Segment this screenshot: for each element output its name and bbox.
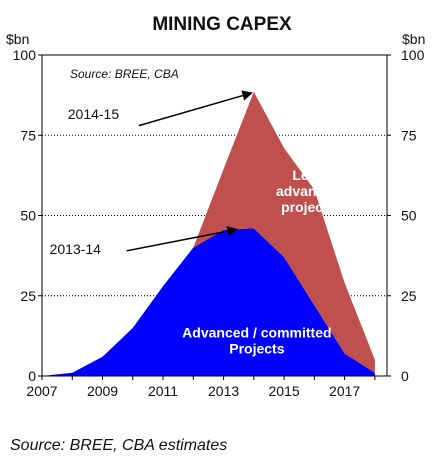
series-areas bbox=[42, 91, 375, 377]
y-right-tick-label-0: 0 bbox=[401, 368, 409, 384]
x-tick-label-2017: 2017 bbox=[329, 383, 360, 399]
x-tick-label-2009: 2009 bbox=[87, 383, 118, 399]
y-axis-right: 0 25 50 75 100 bbox=[387, 47, 425, 384]
series-label-1: Advanced / committed Projects bbox=[182, 324, 331, 356]
series-label-2-line-1: Less bbox=[292, 167, 324, 183]
series-label-2-line-2: advanced bbox=[276, 183, 341, 199]
y-left-tick-label-50: 50 bbox=[20, 208, 36, 224]
series-label-2: Less advanced projects bbox=[276, 167, 341, 215]
y-unit-left: $bn bbox=[6, 31, 29, 47]
footer-source: Source: BREE, CBA estimates bbox=[10, 437, 228, 454]
series-labels: Advanced / committed Projects Less advanced… bbox=[182, 167, 340, 356]
annotation-label-2013-14: 2013-14 bbox=[50, 241, 102, 257]
y-axis-left: 0 25 50 75 100 bbox=[13, 47, 42, 384]
annotation-label-2014-15: 2014-15 bbox=[68, 106, 120, 122]
y-left-tick-label-100: 100 bbox=[13, 47, 37, 63]
series-area-2 bbox=[42, 91, 375, 377]
y-left-tick-label-25: 25 bbox=[20, 288, 36, 304]
x-axis: 2007 2009 2011 2013 2015 2017 bbox=[26, 376, 376, 399]
series-label-1-line-1: Advanced / committed bbox=[182, 324, 331, 340]
x-tick-label-2015: 2015 bbox=[269, 383, 300, 399]
source-note: Source: BREE, CBA bbox=[70, 67, 179, 81]
y-right-tick-label-50: 50 bbox=[401, 208, 417, 224]
y-right-tick-label-100: 100 bbox=[401, 47, 425, 63]
y-right-tick-label-25: 25 bbox=[401, 288, 417, 304]
chart-title: MINING CAPEX bbox=[152, 14, 292, 35]
chart-svg: MINING CAPEX $bn $bn 0 25 50 75 100 0 25 50 75 1… bbox=[6, 14, 425, 399]
annotation-arrow-2014-15 bbox=[138, 90, 253, 127]
gridlines bbox=[42, 134, 387, 297]
series-label-1-line-2: Projects bbox=[229, 340, 284, 356]
annotation-arrow-2013-14 bbox=[126, 225, 238, 252]
series-area-1 bbox=[42, 228, 375, 376]
y-left-tick-label-0: 0 bbox=[28, 368, 36, 384]
y-right-tick-label-75: 75 bbox=[401, 127, 417, 143]
y-unit-right: $bn bbox=[402, 31, 425, 47]
x-tick-label-2007: 2007 bbox=[26, 383, 57, 399]
x-tick-label-2011: 2011 bbox=[148, 383, 178, 399]
y-left-tick-label-75: 75 bbox=[20, 127, 36, 143]
annotations: 2014-15 2013-14 bbox=[50, 90, 253, 257]
x-tick-label-2013: 2013 bbox=[208, 383, 239, 399]
series-label-2-line-3: projects bbox=[281, 199, 336, 215]
